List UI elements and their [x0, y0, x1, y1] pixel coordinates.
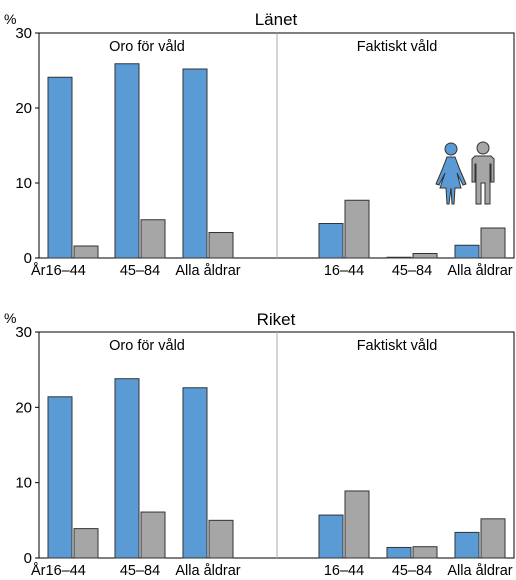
bar-series-1: [318, 514, 344, 559]
y-unit-label: %: [4, 11, 16, 27]
group-label: Faktiskt våld: [357, 39, 438, 55]
bar-series-2: [208, 232, 234, 259]
bar-series-1: [182, 387, 208, 559]
category-label: Alla åldrar: [447, 263, 512, 279]
category-label: 45–84: [392, 263, 432, 279]
bar-series-1: [454, 531, 480, 559]
group-label: Oro för våld: [109, 338, 185, 354]
bar-series-2: [140, 511, 166, 559]
category-label: 45–84: [392, 563, 432, 579]
woman-head: [444, 142, 458, 156]
category-label: Alla åldrar: [447, 563, 512, 579]
category-label: Alla åldrar: [175, 263, 240, 279]
category-label: 45–84: [120, 563, 160, 579]
bar-series-2: [480, 227, 506, 259]
bar-series-1: [386, 256, 412, 259]
y-tick-label: 0: [24, 250, 32, 267]
bar-series-2: [412, 546, 438, 559]
bar-series-1: [114, 63, 140, 259]
bar-series-2: [73, 245, 99, 259]
y-tick-label: 10: [15, 175, 32, 192]
bar-series-2: [344, 490, 370, 559]
category-label: År16–44: [31, 562, 86, 579]
woman-icon: [435, 142, 467, 205]
y-unit-label: %: [4, 310, 16, 326]
category-label: År16–44: [31, 262, 86, 279]
man-head: [476, 141, 490, 155]
panel-title: Länet: [255, 10, 298, 29]
bar-series-1: [182, 68, 208, 259]
bar-series-1: [47, 396, 73, 559]
category-label: Alla åldrar: [175, 563, 240, 579]
bar-series-2: [73, 528, 99, 559]
y-tick-label: 20: [15, 100, 32, 117]
bar-series-1: [47, 76, 73, 259]
bar-series-1: [114, 378, 140, 559]
y-tick-label: 20: [15, 399, 32, 416]
group-label: Faktiskt våld: [357, 338, 438, 354]
panel-title: Riket: [257, 310, 296, 329]
y-tick-label: 0: [24, 550, 32, 567]
category-label: 45–84: [120, 263, 160, 279]
legend-icons: [435, 141, 495, 205]
bar-series-2: [480, 518, 506, 559]
bar-series-1: [386, 546, 412, 559]
y-tick-label: 30: [15, 25, 32, 42]
bar-series-2: [344, 199, 370, 259]
bar-series-2: [412, 253, 438, 259]
bar-series-2: [208, 519, 234, 559]
category-label: 16–44: [324, 263, 364, 279]
man-icon: [471, 141, 495, 205]
bar-series-2: [140, 219, 166, 259]
woman-body: [435, 156, 467, 205]
y-tick-label: 10: [15, 475, 32, 492]
category-label: 16–44: [324, 563, 364, 579]
man-body: [471, 155, 495, 205]
group-label: Oro för våld: [109, 39, 185, 55]
bar-series-1: [454, 244, 480, 259]
bar-series-1: [318, 223, 344, 259]
y-tick-label: 30: [15, 324, 32, 341]
